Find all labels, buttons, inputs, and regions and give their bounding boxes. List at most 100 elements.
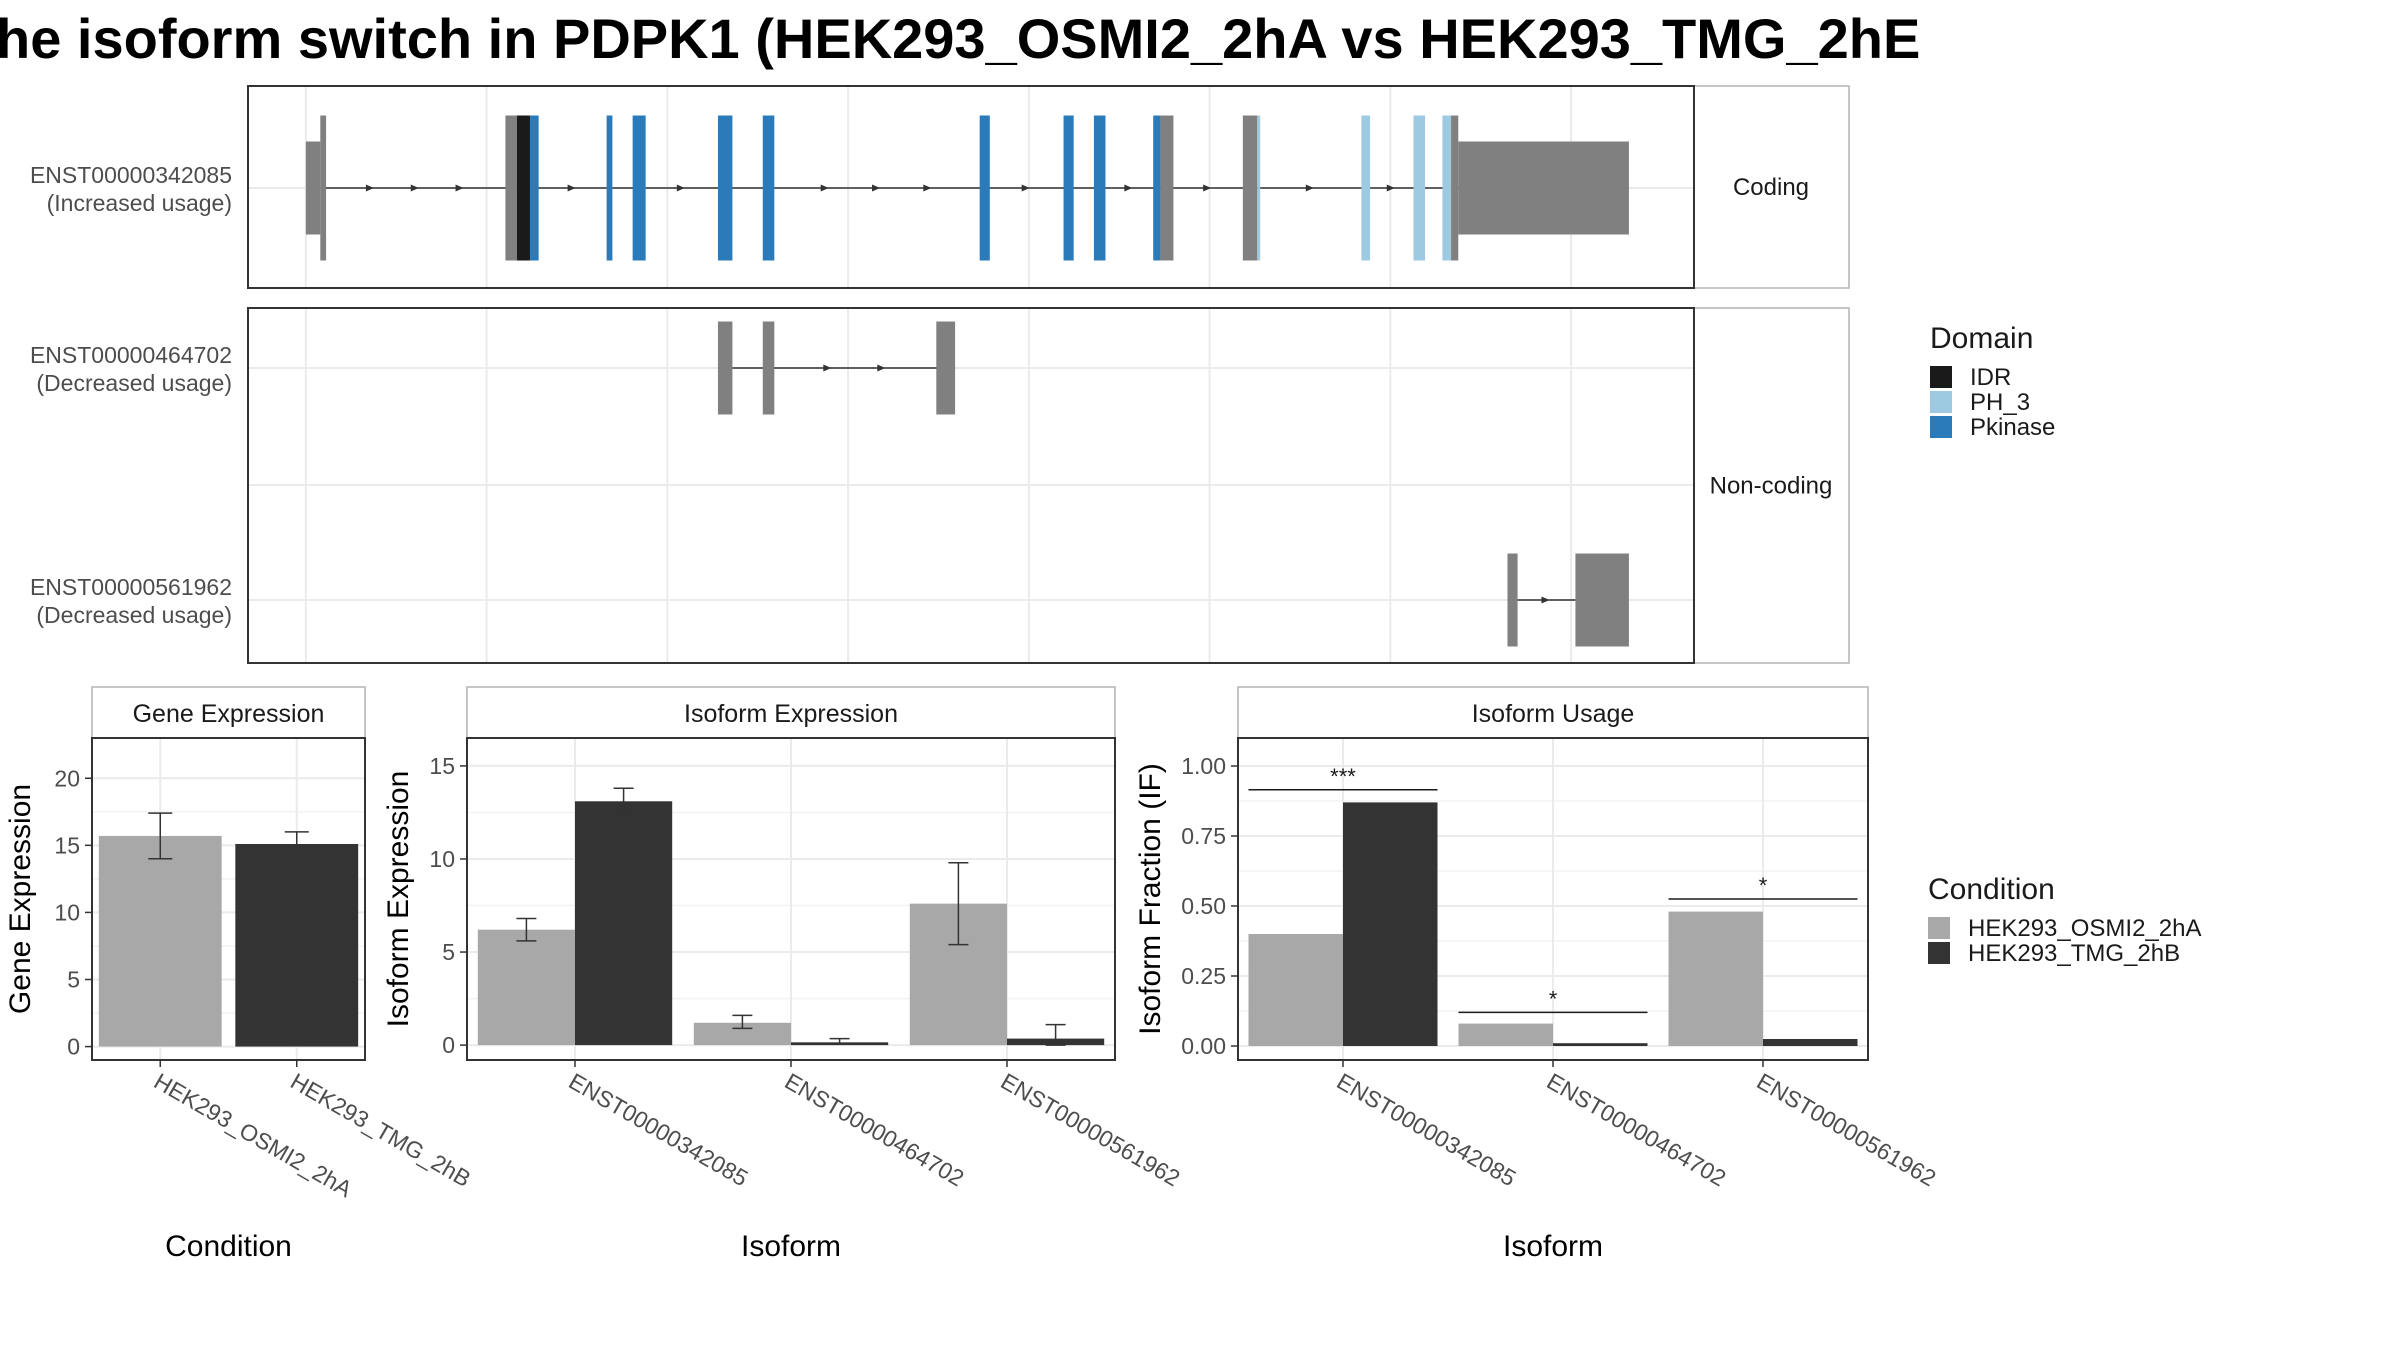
exon: [1458, 141, 1629, 235]
transcript-ENST00000561962: ENST00000561962(Decreased usage): [30, 553, 1629, 647]
intron-arrow: [455, 184, 464, 192]
intron-arrow: [823, 364, 832, 372]
exon: [305, 141, 321, 235]
legend-label: Pkinase: [1970, 414, 2055, 441]
bar: [1248, 934, 1343, 1046]
exon-Pkinase: [979, 115, 990, 261]
exon-PH_3: [1257, 115, 1261, 261]
significance-label: ***: [1330, 764, 1356, 789]
exon-Pkinase: [717, 115, 733, 261]
bar: [1553, 1043, 1648, 1046]
legend-key: [1930, 416, 1952, 438]
exon: [762, 321, 775, 415]
exon-Pkinase: [606, 115, 613, 261]
exon: [1451, 115, 1459, 261]
intron-arrow: [1124, 184, 1133, 192]
bar: [98, 835, 222, 1047]
exon-Pkinase: [529, 115, 539, 261]
legend-label: PH_3: [1970, 389, 2030, 416]
bar: [477, 929, 575, 1046]
panel-strip-title: Isoform Expression: [684, 700, 898, 728]
panel-strip: [91, 686, 366, 739]
transcript-id-label: ENST00000464702: [30, 342, 232, 368]
y-tick-label: 0.50: [1181, 893, 1226, 919]
panel-border: [247, 307, 1695, 664]
legend-key: [1930, 366, 1952, 388]
y-tick-label: 0: [67, 1034, 80, 1060]
y-tick-label: 10: [429, 846, 455, 872]
panel-strip-title: Isoform Usage: [1472, 700, 1635, 728]
structure-panel-noncoding: Non-coding: [248, 307, 1850, 664]
exon: [1507, 553, 1518, 647]
exon: [505, 115, 517, 261]
y-tick-label: 5: [442, 939, 455, 965]
y-tick-label: 5: [67, 967, 80, 993]
transcript-ENST00000342085: ENST00000342085(Increased usage): [30, 115, 1629, 261]
x-tick-label: ENST00000464702: [1543, 1068, 1731, 1192]
x-tick-label: ENST00000561962: [1753, 1068, 1941, 1192]
y-axis-title: Gene Expression: [4, 784, 37, 1014]
y-axis-title: Isoform Fraction (IF): [1134, 763, 1167, 1035]
y-tick-label: 20: [54, 765, 80, 791]
y-tick-label: 0.25: [1181, 963, 1226, 989]
bar: [1763, 1039, 1858, 1046]
intron-arrow: [1305, 184, 1314, 192]
x-tick-label: ENST00000561962: [997, 1068, 1185, 1192]
exon-Pkinase: [1063, 115, 1074, 261]
panel-strip: [466, 686, 1116, 739]
bar-panel-2: Isoform Usage*****0.000.250.500.751.00EN…: [1134, 686, 1941, 1263]
exon-Pkinase: [632, 115, 646, 261]
exon-Pkinase: [762, 115, 775, 261]
legend-label: HEK293_OSMI2_2hA: [1968, 915, 2201, 942]
y-tick-label: 15: [429, 753, 455, 779]
legend-key: [1928, 942, 1950, 964]
transcript-usage-label: (Increased usage): [47, 190, 232, 216]
exon-PH_3: [1413, 115, 1426, 261]
intron-arrow: [567, 184, 576, 192]
x-axis-title: Isoform: [741, 1230, 841, 1263]
y-tick-label: 15: [54, 832, 80, 858]
bar: [1458, 1023, 1553, 1046]
x-axis-title: Condition: [165, 1230, 292, 1263]
legend-title: Domain: [1930, 322, 2033, 355]
transcript-ENST00000464702: ENST00000464702(Decreased usage): [30, 321, 956, 415]
intron-arrow: [1386, 184, 1395, 192]
facet-strip-label: Non-coding: [1710, 473, 1833, 500]
intron-arrow: [676, 184, 685, 192]
exon: [1160, 115, 1174, 261]
panel-border: [247, 85, 1695, 289]
bar: [235, 843, 359, 1047]
bar: [693, 1022, 791, 1046]
facet-strip: [1693, 85, 1850, 289]
y-axis-title: Isoform Expression: [382, 771, 415, 1028]
significance-label: *: [1759, 873, 1768, 898]
y-tick-label: 0.75: [1181, 823, 1226, 849]
transcript-usage-label: (Decreased usage): [36, 370, 232, 396]
intron-arrow: [1021, 184, 1030, 192]
facet-strip: [1693, 307, 1850, 664]
figure-title: he isoform switch in PDPK1 (HEK293_OSMI2…: [0, 7, 1921, 70]
exon: [320, 115, 327, 261]
legend-key: [1930, 391, 1952, 413]
significance-label: *: [1549, 986, 1558, 1011]
bar: [1668, 911, 1763, 1046]
bar: [1343, 802, 1438, 1046]
exon-PH_3: [1361, 115, 1371, 261]
intron-arrow: [410, 184, 419, 192]
x-tick-label: ENST00000464702: [781, 1068, 969, 1192]
y-tick-label: 0.00: [1181, 1033, 1226, 1059]
intron-arrow: [1541, 596, 1550, 604]
x-tick-label: ENST00000342085: [1333, 1068, 1521, 1192]
exon-Pkinase: [1153, 115, 1161, 261]
intron-arrow: [1203, 184, 1212, 192]
intron-arrow: [877, 364, 886, 372]
transcript-usage-label: (Decreased usage): [36, 602, 232, 628]
panel-border: [91, 737, 366, 1061]
intron-arrow: [365, 184, 374, 192]
exon: [936, 321, 956, 415]
